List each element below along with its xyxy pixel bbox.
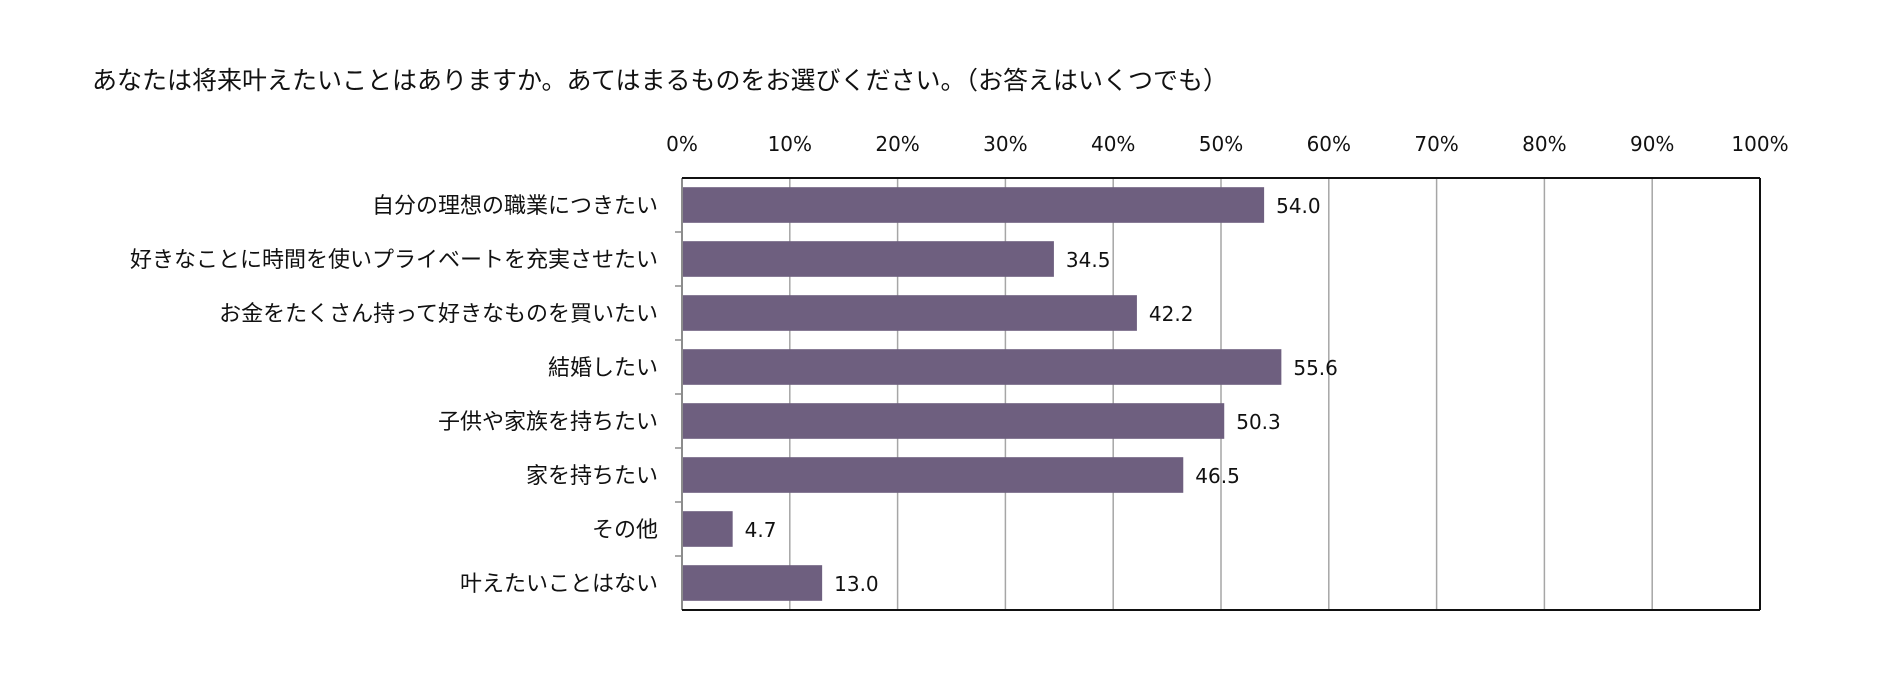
- category-label: その他: [592, 518, 658, 543]
- x-tick-label: 60%: [1307, 132, 1351, 156]
- data-label: 54.0: [1276, 194, 1321, 218]
- x-tick-label: 0%: [666, 132, 698, 156]
- x-tick-label: 50%: [1199, 132, 1243, 156]
- chart-title: あなたは将来叶えたいことはありますか。あてはまるものをお選びください。（お答えは…: [92, 66, 1229, 95]
- x-tick-label: 100%: [1731, 132, 1788, 156]
- bar: [682, 511, 733, 547]
- bar: [682, 565, 823, 601]
- x-tick-label: 80%: [1522, 132, 1566, 156]
- category-label: 叶えたいことはない: [460, 572, 658, 597]
- data-label: 50.3: [1236, 410, 1281, 434]
- category-label: 自分の理想の職業につきたい: [372, 194, 658, 219]
- plot-frame: [675, 177, 1761, 611]
- bar: [682, 403, 1225, 439]
- bar: [682, 187, 1265, 223]
- bar: [682, 241, 1054, 277]
- x-tick-label: 30%: [983, 132, 1027, 156]
- bar: [682, 457, 1184, 493]
- bar: [682, 295, 1137, 331]
- category-label: 家を持ちたい: [526, 464, 658, 489]
- category-label: 結婚したい: [548, 356, 658, 381]
- data-label: 34.5: [1066, 248, 1111, 272]
- data-label: 4.7: [745, 518, 777, 542]
- bar: [682, 349, 1282, 385]
- x-tick-label: 20%: [875, 132, 919, 156]
- data-label: 13.0: [834, 572, 879, 596]
- x-tick-label: 10%: [768, 132, 812, 156]
- category-label: お金をたくさん持って好きなものを買いたい: [219, 302, 658, 327]
- category-label: 子供や家族を持ちたい: [438, 410, 658, 435]
- bars: 自分の理想の職業につきたい 54.0 好きなことに時間を使いプライベートを充実させた…: [130, 187, 1338, 601]
- x-axis-ticks: 0% 10% 20% 30% 40% 50% 60% 70% 80% 90% 100%: [666, 132, 1788, 156]
- data-label: 46.5: [1195, 464, 1240, 488]
- x-tick-label: 90%: [1630, 132, 1674, 156]
- data-label: 42.2: [1149, 302, 1194, 326]
- x-tick-label: 40%: [1091, 132, 1135, 156]
- data-label: 55.6: [1293, 356, 1338, 380]
- x-tick-label: 70%: [1414, 132, 1458, 156]
- category-label: 好きなことに時間を使いプライベートを充実させたい: [130, 248, 658, 273]
